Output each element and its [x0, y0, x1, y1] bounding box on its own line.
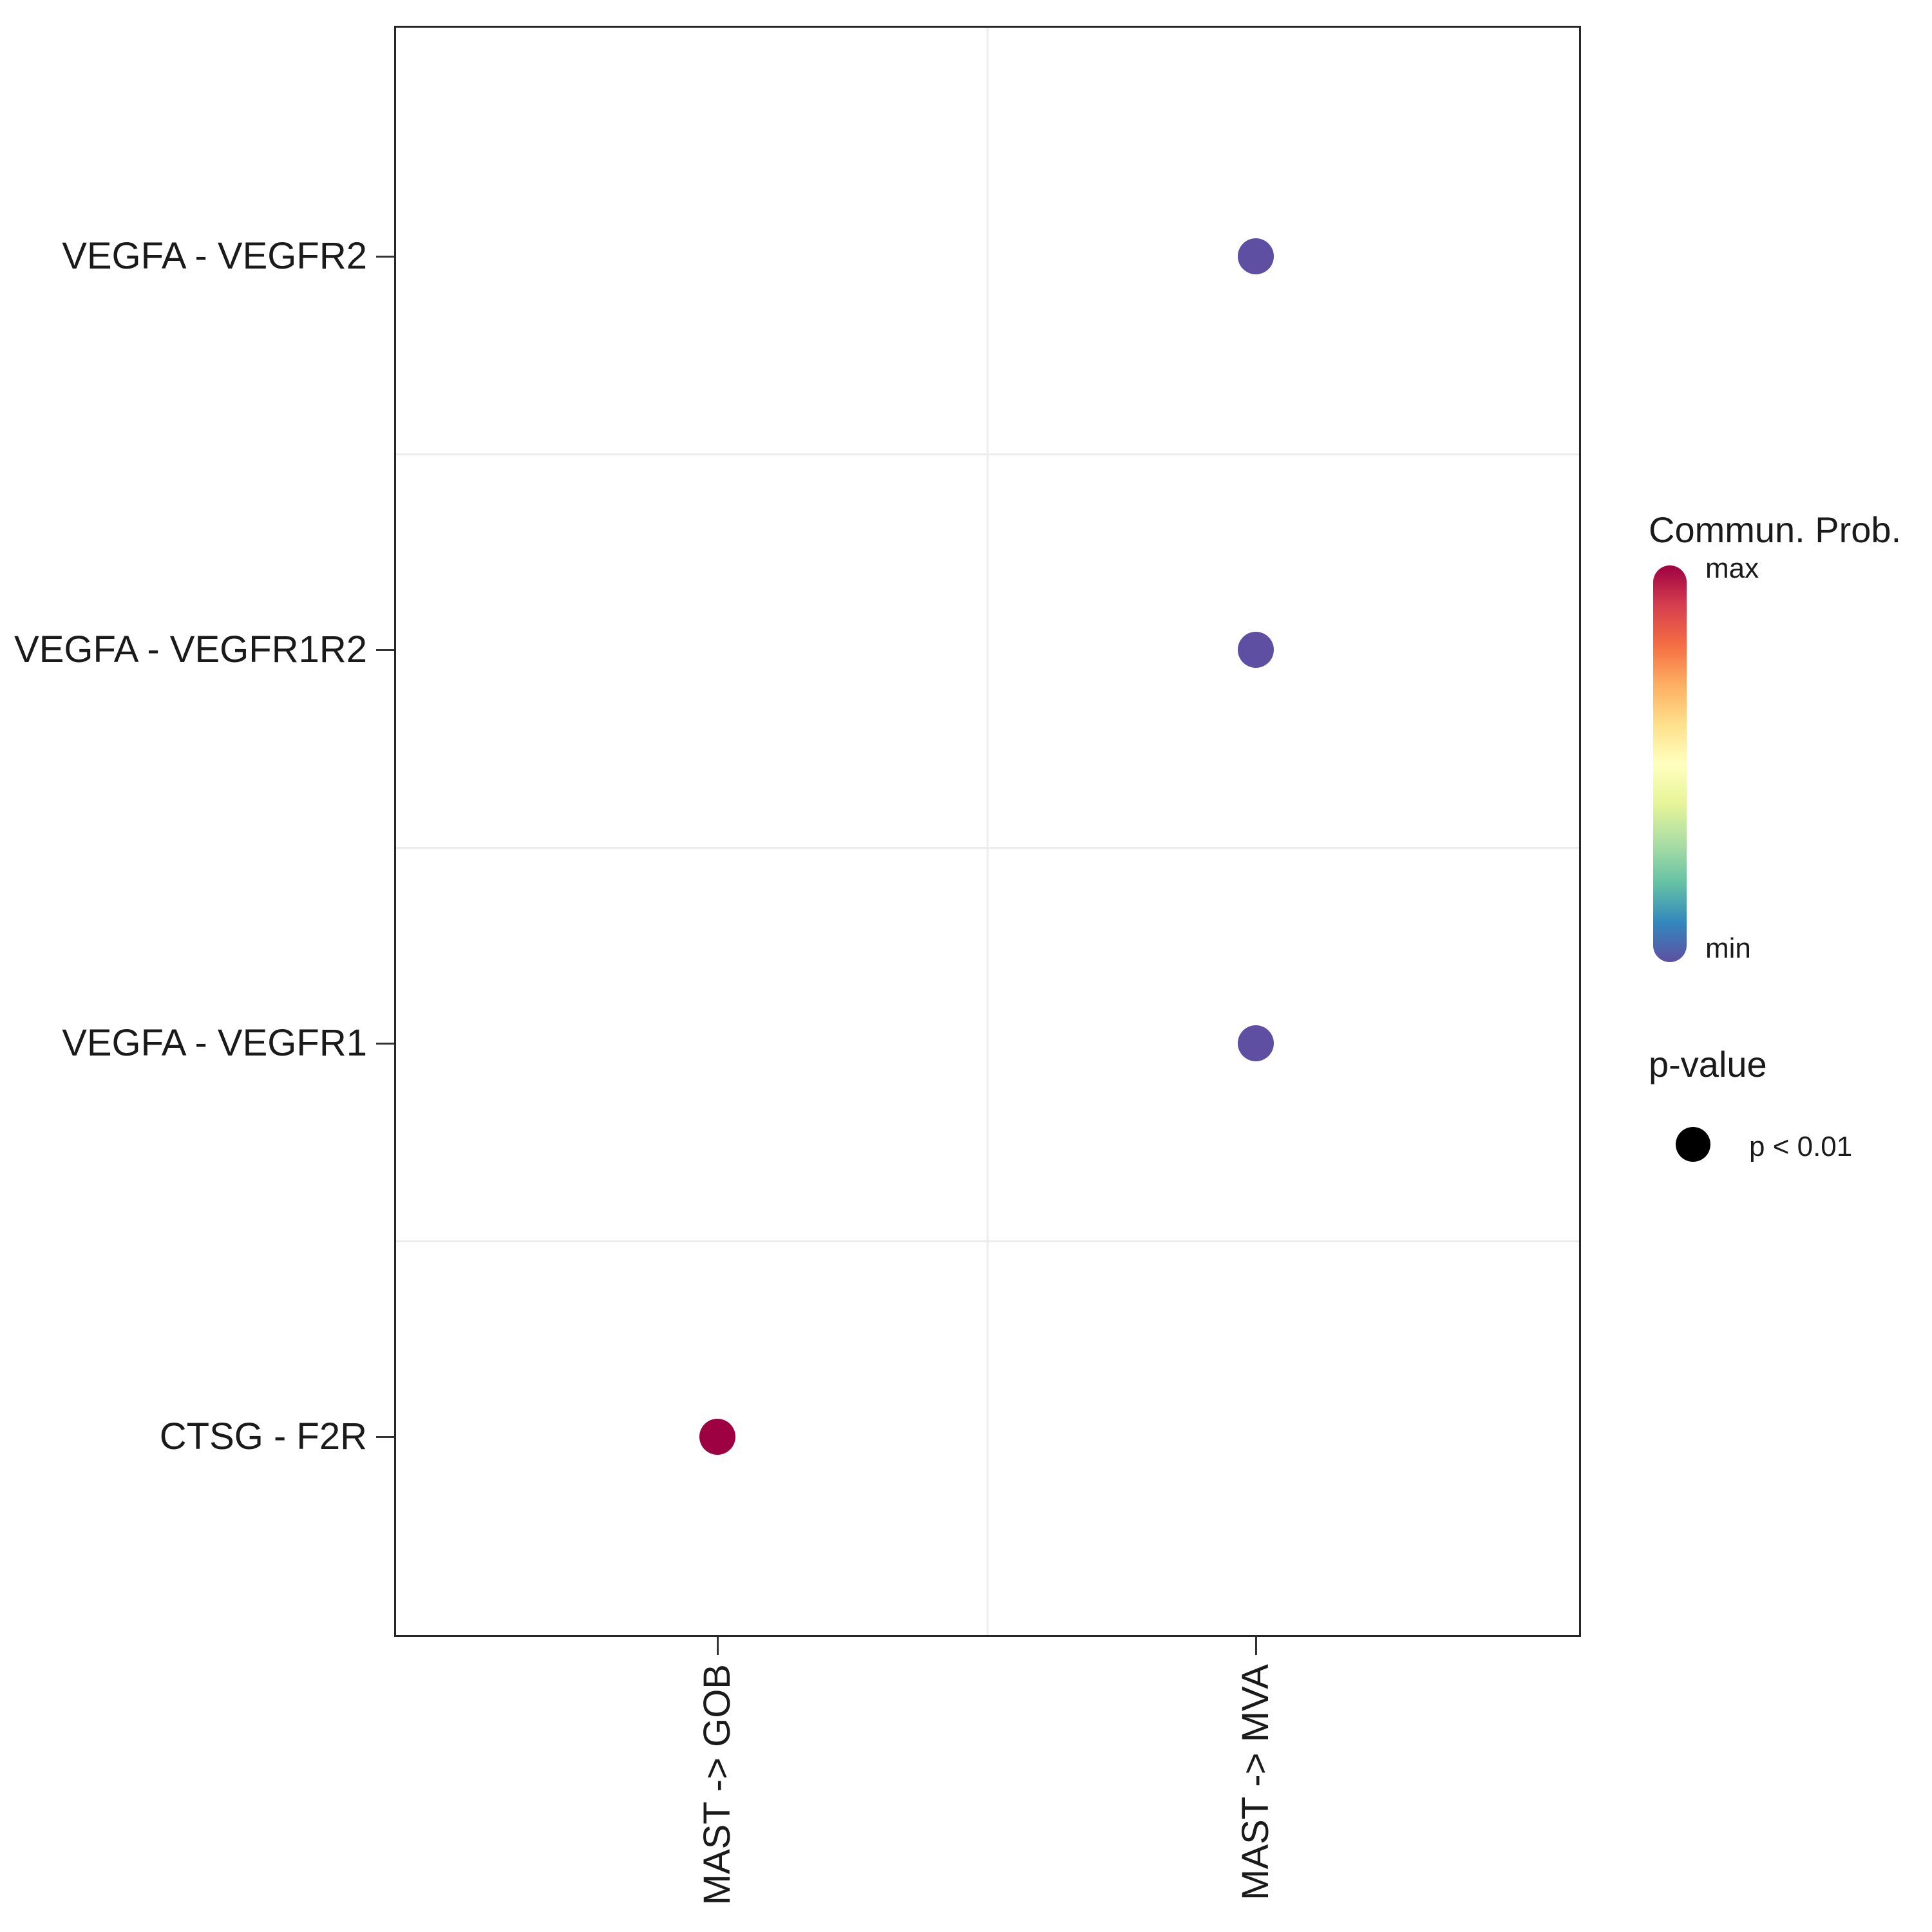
x-axis-label: MAST -> GOB: [696, 1664, 738, 1906]
data-point: [1238, 238, 1274, 274]
plot-panel: [394, 26, 1581, 1637]
gridline-vertical: [987, 28, 989, 1635]
pvalue-legend-label: p < 0.01: [1749, 1131, 1853, 1162]
y-axis-label: VEGFA - VEGFR1: [62, 1022, 367, 1064]
data-point: [1238, 632, 1274, 668]
colorbar-max-label: max: [1705, 553, 1759, 584]
y-axis-label: CTSG - F2R: [159, 1416, 367, 1457]
data-point: [1238, 1025, 1274, 1061]
data-point: [699, 1419, 735, 1455]
y-axis-label: VEGFA - VEGFR2: [62, 235, 367, 277]
x-axis-label: MAST -> MVA: [1235, 1664, 1276, 1900]
y-axis-label: VEGFA - VEGFR1R2: [14, 629, 367, 670]
x-axis-tick: [1255, 1637, 1257, 1655]
pvalue-legend-dot: [1676, 1127, 1710, 1162]
y-axis-tick: [376, 649, 394, 651]
y-axis-tick: [376, 1435, 394, 1438]
y-axis-tick: [376, 1042, 394, 1045]
colorbar-title: Commun. Prob.: [1649, 509, 1902, 550]
pvalue-legend-title: p-value: [1649, 1044, 1767, 1084]
y-axis-tick: [376, 255, 394, 258]
colorbar-min-label: min: [1705, 933, 1751, 964]
x-axis-tick: [716, 1637, 719, 1655]
colorbar-gradient: [1653, 565, 1687, 962]
